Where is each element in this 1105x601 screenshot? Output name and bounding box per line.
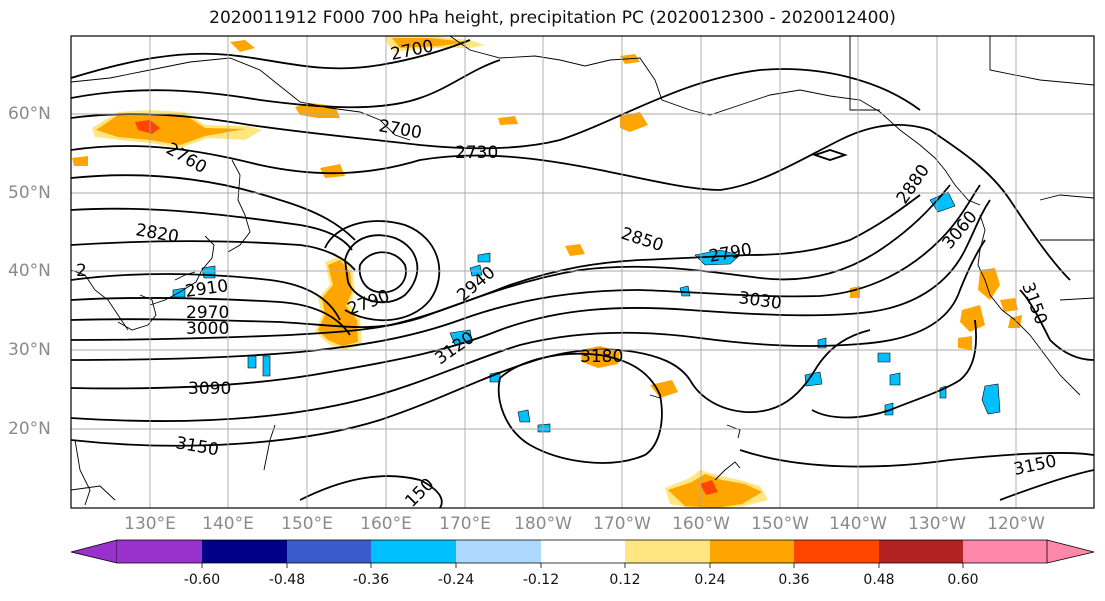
lon-label: 150°W xyxy=(751,514,809,534)
contour-label: 2730 xyxy=(455,143,498,163)
colorbar-extend-high xyxy=(1046,539,1095,564)
contour-label: 2850 xyxy=(618,224,665,256)
contour-label: 3000 xyxy=(186,319,229,339)
contour-label: 3150 xyxy=(1017,280,1051,327)
colorbar-tick-label: -0.12 xyxy=(522,572,560,588)
lon-label: 170°E xyxy=(439,514,491,534)
lon-label: 130°W xyxy=(908,514,966,534)
contour-label: 2820 xyxy=(134,220,180,247)
lat-label: 50°N xyxy=(8,183,51,203)
map-frame xyxy=(70,35,1095,509)
contour-label: 3090 xyxy=(188,379,231,399)
lon-label: 140°E xyxy=(202,514,254,534)
colorbar-tick-label: -0.36 xyxy=(352,572,390,588)
colorbar-tick-label: -0.60 xyxy=(183,572,221,588)
colorbar-extend-low xyxy=(70,539,118,564)
lon-label: 180°W xyxy=(514,514,572,534)
colorbar-swatch xyxy=(287,540,371,563)
contour-label: 3150 xyxy=(1012,451,1058,480)
lon-label: 170°W xyxy=(593,514,651,534)
colorbar-swatch xyxy=(625,540,710,563)
contour-label: 2910 xyxy=(184,276,230,302)
colorbar-swatch xyxy=(202,540,287,563)
contour-label: 2970 xyxy=(186,303,229,323)
colorbar-tick-label: 0.24 xyxy=(694,572,726,588)
colorbar-tick-label: 0.60 xyxy=(947,572,979,588)
lat-label: 30°N xyxy=(8,340,51,360)
colorbar-swatch xyxy=(371,540,456,563)
colorbar-swatch xyxy=(794,540,879,563)
colorbar-swatch xyxy=(710,540,794,563)
lon-label: 150°E xyxy=(281,514,333,534)
colorbar-tick-label: -0.24 xyxy=(437,572,475,588)
contour-label: 3180 xyxy=(580,347,623,367)
contour-label: 3150 xyxy=(174,433,220,460)
colorbar xyxy=(70,539,1095,568)
colorbar-swatch xyxy=(456,540,541,563)
colorbar-tick-label: -0.48 xyxy=(268,572,306,588)
lon-label: 160°E xyxy=(360,514,412,534)
lat-label: 60°N xyxy=(8,104,51,124)
colorbar-swatch xyxy=(963,540,1047,563)
colorbar-tick-label: 0.12 xyxy=(609,572,641,588)
colorbar-tick-label: 0.36 xyxy=(778,572,810,588)
contour-label: 3030 xyxy=(737,288,783,314)
map-title: 2020011912 F000 700 hPa height, precipit… xyxy=(209,8,896,28)
lat-label: 40°N xyxy=(8,261,51,281)
lon-label: 130°E xyxy=(124,514,176,534)
colorbar-tick-label: 0.48 xyxy=(863,572,895,588)
contour-label: 2880 xyxy=(893,161,934,208)
contour-label: 2700 xyxy=(377,116,423,143)
colorbar-swatch xyxy=(117,540,202,563)
contour-label: 2790 xyxy=(707,240,753,267)
height-contours xyxy=(71,39,1094,508)
lon-label: 140°W xyxy=(829,514,887,534)
colorbar-swatch xyxy=(879,540,963,563)
negative-anomaly-shading xyxy=(172,191,1001,433)
lat-label: 20°N xyxy=(8,419,51,439)
contour-label: 2 xyxy=(76,261,87,281)
lon-label: 120°W xyxy=(987,514,1045,534)
contour-label: 150 xyxy=(401,474,438,511)
colorbar-swatch xyxy=(541,540,625,563)
lon-label: 160°W xyxy=(672,514,730,534)
grid xyxy=(71,36,1094,508)
